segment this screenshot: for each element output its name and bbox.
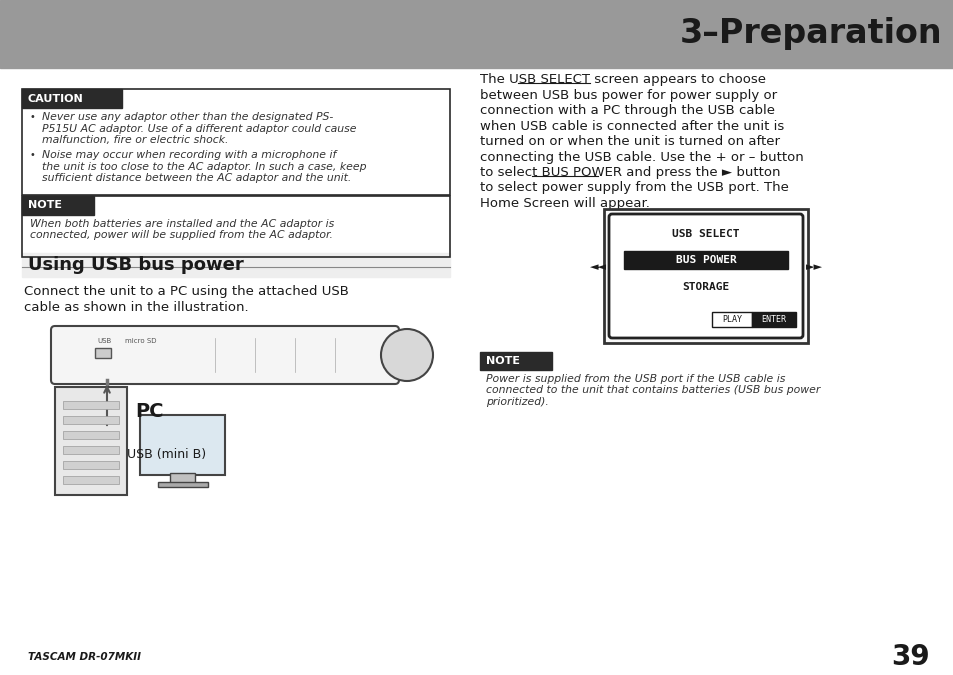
Text: connected, power will be supplied from the AC adaptor.: connected, power will be supplied from t… — [30, 230, 333, 240]
Text: TASCAM DR-07MKII: TASCAM DR-07MKII — [28, 652, 141, 662]
Text: The USB SELECT screen appears to choose: The USB SELECT screen appears to choose — [479, 73, 765, 86]
Text: NOTE: NOTE — [485, 356, 519, 366]
Bar — [22, 196, 94, 215]
Bar — [140, 415, 225, 475]
Text: connection with a PC through the USB cable: connection with a PC through the USB cab… — [479, 104, 774, 117]
Bar — [479, 352, 552, 370]
Text: turned on or when the unit is turned on after: turned on or when the unit is turned on … — [479, 135, 780, 148]
Text: Noise may occur when recording with a microphone if: Noise may occur when recording with a mi… — [42, 151, 336, 161]
Text: prioritized).: prioritized). — [485, 397, 548, 407]
Text: PLAY: PLAY — [721, 315, 741, 325]
Bar — [22, 89, 122, 108]
Text: between USB bus power for power supply or: between USB bus power for power supply o… — [479, 88, 777, 101]
FancyBboxPatch shape — [608, 214, 802, 338]
Bar — [63, 461, 119, 469]
Text: connecting the USB cable. Use the + or – button: connecting the USB cable. Use the + or –… — [479, 151, 803, 163]
Text: USB: USB — [97, 338, 112, 344]
Bar — [95, 348, 111, 358]
Text: BUS POWER: BUS POWER — [675, 255, 736, 265]
Bar — [603, 209, 807, 343]
Text: P515U AC adaptor. Use of a different adaptor could cause: P515U AC adaptor. Use of a different ada… — [42, 124, 356, 134]
Text: micro SD: micro SD — [125, 338, 156, 344]
Bar — [711, 312, 751, 327]
Text: Home Screen will appear.: Home Screen will appear. — [479, 197, 649, 210]
Bar — [22, 89, 450, 195]
Bar — [63, 401, 119, 409]
Bar — [751, 312, 795, 327]
Text: •: • — [30, 151, 35, 161]
Circle shape — [380, 329, 433, 381]
Text: PC: PC — [135, 402, 163, 421]
Bar — [63, 476, 119, 484]
Text: CAUTION: CAUTION — [28, 94, 84, 103]
Bar — [63, 431, 119, 439]
Text: malfunction, fire or electric shock.: malfunction, fire or electric shock. — [42, 135, 229, 145]
Bar — [63, 416, 119, 424]
Bar — [22, 196, 450, 257]
Bar — [22, 253, 450, 277]
Text: to select power supply from the USB port. The: to select power supply from the USB port… — [479, 182, 788, 194]
Text: ►►: ►► — [804, 262, 821, 272]
FancyBboxPatch shape — [51, 326, 398, 384]
Text: 3–Preparation: 3–Preparation — [679, 18, 941, 51]
Text: ENTER: ENTER — [760, 315, 785, 325]
Text: Connect the unit to a PC using the attached USB: Connect the unit to a PC using the attac… — [24, 285, 349, 298]
Text: sufficient distance between the AC adaptor and the unit.: sufficient distance between the AC adapt… — [42, 173, 351, 184]
Bar — [0, 0, 953, 68]
Text: cable as shown in the illustration.: cable as shown in the illustration. — [24, 301, 249, 314]
Text: 39: 39 — [890, 643, 929, 671]
Text: •: • — [30, 112, 35, 122]
Text: USB SELECT: USB SELECT — [672, 229, 739, 239]
Text: STORAGE: STORAGE — [681, 282, 729, 292]
Text: connected to the unit that contains batteries (USB bus power: connected to the unit that contains batt… — [485, 385, 820, 396]
Text: When both batteries are installed and the AC adaptor is: When both batteries are installed and th… — [30, 219, 334, 229]
Text: ◄◄: ◄◄ — [589, 262, 606, 272]
Text: to select BUS POWER and press the ► button: to select BUS POWER and press the ► butt… — [479, 166, 780, 179]
Bar — [170, 473, 194, 483]
Text: Power is supplied from the USB port if the USB cable is: Power is supplied from the USB port if t… — [485, 374, 784, 384]
Text: Never use any adaptor other than the designated PS-: Never use any adaptor other than the des… — [42, 112, 333, 122]
Bar — [158, 482, 208, 487]
Text: NOTE: NOTE — [28, 200, 62, 211]
Text: Using USB bus power: Using USB bus power — [28, 256, 244, 274]
Bar — [55, 387, 127, 495]
Bar — [63, 446, 119, 454]
Text: when USB cable is connected after the unit is: when USB cable is connected after the un… — [479, 119, 783, 132]
Text: the unit is too close to the AC adaptor. In such a case, keep: the unit is too close to the AC adaptor.… — [42, 162, 366, 172]
Bar — [623, 251, 787, 269]
Text: USB (mini B): USB (mini B) — [127, 448, 206, 461]
